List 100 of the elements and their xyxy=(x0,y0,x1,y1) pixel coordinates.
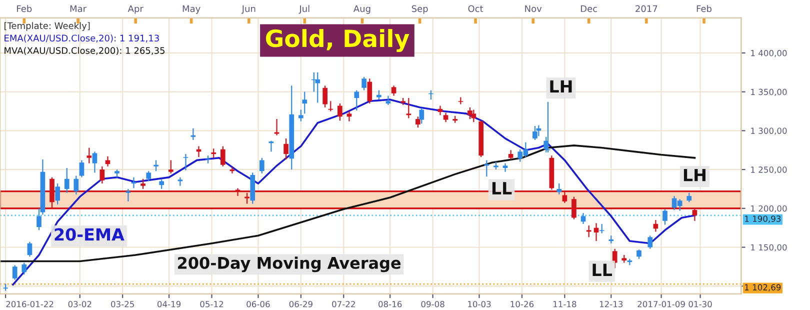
candlestick xyxy=(502,162,508,172)
x-tick-label: 2016-01-22 xyxy=(6,300,54,308)
y-tick-label: 1 250,00 xyxy=(751,166,787,174)
candlestick xyxy=(419,108,424,124)
x2-tick-label: Mar xyxy=(70,5,87,12)
x2-tick-label: Oct xyxy=(468,5,484,12)
candlestick xyxy=(532,125,538,141)
candlestick xyxy=(391,85,396,96)
x2-tick-label: Sep xyxy=(412,5,428,14)
candlestick xyxy=(190,128,196,141)
candlestick xyxy=(662,208,668,226)
candlestick xyxy=(22,262,27,276)
x-tick-label: 09-08 xyxy=(421,300,444,308)
candlestick xyxy=(367,78,372,104)
x-tick-label: 06-29 xyxy=(289,300,312,308)
x2-tick-label: Dec xyxy=(580,5,598,12)
chart-title: Gold, Daily xyxy=(266,29,410,52)
candlestick xyxy=(338,102,342,122)
x-tick-label: 10-03 xyxy=(468,300,491,308)
candlestick xyxy=(168,160,174,174)
candlestick xyxy=(586,224,592,238)
x-tick-label: 03-02 xyxy=(68,300,92,308)
candlestick xyxy=(302,91,308,114)
candlestick xyxy=(468,106,472,120)
y-tick-label: 1 350,00 xyxy=(751,88,787,96)
x2-tick-label: May xyxy=(182,5,200,14)
x2-tick-label: Feb xyxy=(696,5,712,12)
x-tick-label: 08-16 xyxy=(378,300,402,308)
annotation: LL xyxy=(492,182,512,194)
x-tick-label: 01-30 xyxy=(688,300,712,308)
annotation: [Template: Weekly] xyxy=(4,22,90,31)
candlestick xyxy=(322,85,328,108)
candlestick xyxy=(354,90,360,112)
candlestick xyxy=(612,248,618,269)
y-tick-label: 1 300,00 xyxy=(751,128,787,135)
candlestick xyxy=(599,223,604,234)
annotation: LH xyxy=(550,80,572,93)
y-tick-label: 1 400,00 xyxy=(751,50,787,58)
annotation: 20-EMA xyxy=(54,228,124,241)
x-tick-label: 04-19 xyxy=(157,300,181,308)
candlestick xyxy=(259,157,264,174)
annotation: LH xyxy=(684,168,706,182)
x-tick-label: 2017-01-09 xyxy=(638,300,685,308)
candlestick xyxy=(183,153,188,171)
candlestick xyxy=(386,95,391,106)
candlestick xyxy=(443,112,448,123)
x2-tick-label: Apr xyxy=(128,5,144,14)
candlestick xyxy=(79,160,84,178)
candlestick xyxy=(416,116,420,128)
annotation: LL xyxy=(592,264,612,276)
candlestick xyxy=(298,109,304,122)
candlestick xyxy=(653,219,658,232)
candlestick xyxy=(220,146,226,167)
candlestick xyxy=(627,258,632,266)
candlestick xyxy=(508,150,514,160)
ref-line-label: 1 102,69 xyxy=(745,284,781,292)
candlestick xyxy=(636,249,642,260)
x-tick-label: 12-13 xyxy=(600,300,623,308)
text: EMA(XAU/USD.Close,20): 1 191,13 xyxy=(4,34,159,43)
x2-tick-label: Nov xyxy=(525,5,542,12)
candlestick xyxy=(438,105,443,116)
candlestick xyxy=(648,235,653,250)
y-tick-label: 1 150,00 xyxy=(751,244,787,252)
x-tick-label: 03-25 xyxy=(111,300,134,308)
x-tick-label: 10-26 xyxy=(510,300,534,308)
candlestick xyxy=(315,72,320,104)
candlestick xyxy=(55,182,60,206)
ref-line-label: 1 190,93 xyxy=(745,216,781,223)
candlestick xyxy=(159,179,164,190)
text: MVA(XAU/USD.Close,200): 1 265,35 xyxy=(4,46,164,55)
candlestick xyxy=(211,148,216,158)
candlestick xyxy=(362,76,366,91)
candlestick xyxy=(86,147,92,164)
candlestick xyxy=(100,166,105,184)
x2-tick-label: 2017 xyxy=(636,5,658,12)
x2-tick-label: Jul xyxy=(298,5,310,14)
candlestick xyxy=(346,110,352,122)
candlestick xyxy=(686,192,692,203)
x-tick-label: 06-06 xyxy=(246,300,270,308)
candlestick xyxy=(406,97,412,119)
candlestick xyxy=(27,241,32,258)
candlestick xyxy=(146,170,152,182)
candlestick xyxy=(284,138,288,160)
candlestick xyxy=(376,90,382,100)
annotation: 200-Day Moving Average xyxy=(178,256,401,272)
candlestick xyxy=(92,151,98,174)
candlestick xyxy=(126,188,131,202)
candlestick xyxy=(274,118,280,136)
candlestick xyxy=(131,176,136,189)
x-tick-label: 07-22 xyxy=(332,300,355,308)
candlestick xyxy=(556,182,562,195)
candlestick xyxy=(594,222,599,242)
x-tick-label: 05-12 xyxy=(200,300,224,308)
candlestick xyxy=(12,264,18,280)
x-tick-label: 11-18 xyxy=(553,300,576,308)
x2-tick-label: Jun xyxy=(241,5,256,14)
candlestick xyxy=(154,160,158,172)
candlestick xyxy=(580,212,586,224)
candlestick xyxy=(484,160,490,178)
candlestick xyxy=(268,140,274,152)
